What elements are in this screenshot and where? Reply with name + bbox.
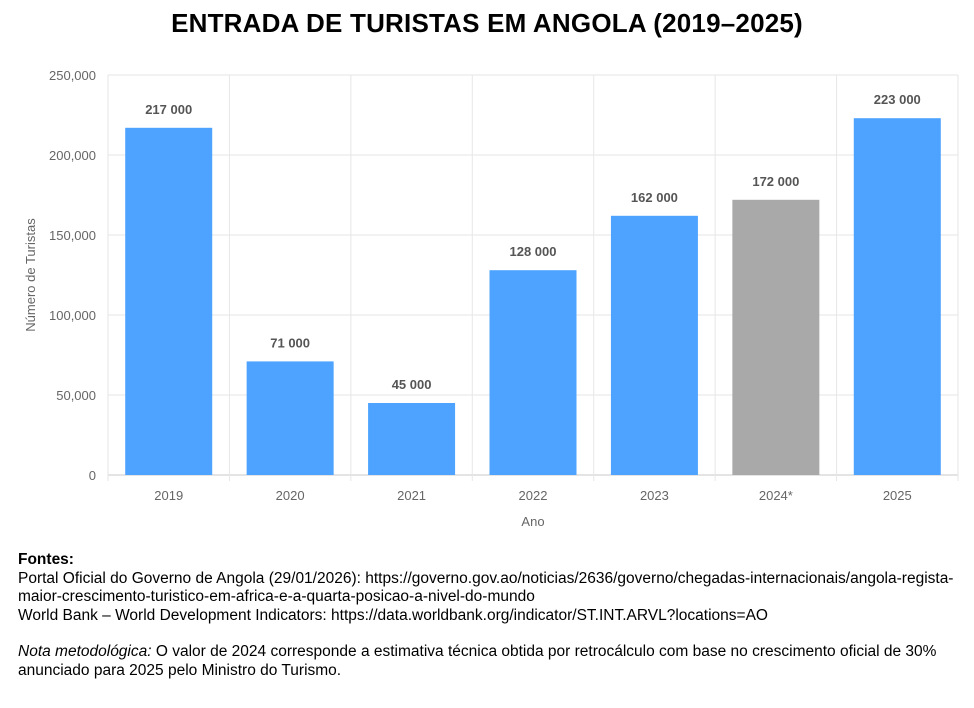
bar: [732, 199, 820, 476]
bar: [246, 361, 334, 475]
bar: [125, 127, 213, 476]
bar: [610, 215, 698, 476]
notes-section: Fontes: Portal Oficial do Governo de Ang…: [18, 551, 958, 680]
x-axis-title: Ano: [521, 514, 544, 529]
data-label: 217 000: [145, 102, 192, 117]
bar: [368, 403, 456, 475]
x-tick-label: 2021: [397, 488, 426, 503]
bar-chart: 0 50,000 100,000 150,000 200,000 250,000 217 0…: [23, 68, 959, 529]
y-tick-label: 0: [89, 468, 96, 483]
x-tick-label: 2024*: [759, 488, 793, 503]
source-governo: Portal Oficial do Governo de Angola (29/…: [18, 569, 954, 606]
data-label: 162 000: [631, 190, 678, 205]
bar: [853, 118, 941, 475]
x-tick-label: 2022: [519, 488, 548, 503]
data-label: 223 000: [874, 92, 921, 107]
y-tick-label: 50,000: [56, 388, 96, 403]
methodology-label: Nota metodológica:: [18, 643, 152, 660]
data-label: 172 000: [752, 174, 799, 189]
bar: [489, 270, 577, 475]
chart-title: ENTRADA DE TURISTAS EM ANGOLA (2019–2025…: [171, 8, 803, 38]
sources-heading: Fontes:: [18, 551, 74, 568]
y-axis-title: Número de Turistas: [23, 218, 38, 332]
data-label: 45 000: [392, 377, 432, 392]
x-tick-label: 2020: [276, 488, 305, 503]
y-tick-label: 200,000: [49, 148, 96, 163]
source-worldbank: World Bank – World Development Indicator…: [18, 606, 768, 624]
y-tick-label: 100,000: [49, 308, 96, 323]
y-tick-label: 150,000: [49, 228, 96, 243]
x-tick-label: 2025: [883, 488, 912, 503]
data-label: 128 000: [510, 244, 557, 259]
x-tick-label: 2019: [154, 488, 183, 503]
y-tick-label: 250,000: [49, 68, 96, 83]
x-tick-label: 2023: [640, 488, 669, 503]
methodology-note: Nota metodológica: O valor de 2024 corre…: [18, 643, 958, 680]
data-label: 71 000: [270, 335, 310, 350]
methodology-text: O valor de 2024 corresponde a estimativa…: [18, 643, 937, 679]
